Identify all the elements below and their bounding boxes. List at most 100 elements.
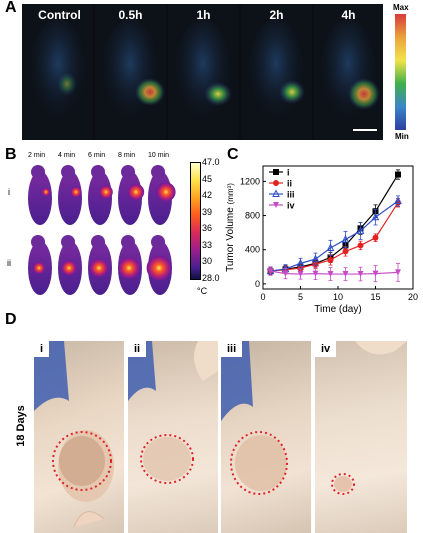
thermal-hotspot [99,185,113,199]
legend-label: i [287,168,290,178]
thermal-time-6min: 6 min [88,152,106,159]
x-tick-label: 5 [298,292,303,302]
thermal-mouse-head [61,235,75,249]
legend-label: ii [287,179,292,189]
photo-label-iv: iv [315,341,337,357]
panel-label-d: D [5,311,17,328]
panel-label-c: C [227,146,239,163]
mouse-photo-ii: ii [128,341,218,533]
time-label-control: Control [38,8,81,22]
data-point [342,248,349,255]
thermal-mouse-head [151,165,165,179]
data-point [272,189,280,197]
thermal-hotspot [61,260,77,276]
colorbar-b-tick: 47.0 [202,157,220,167]
data-point [326,243,335,251]
data-point [273,169,279,175]
data-point [312,270,319,277]
colorbar-b-tick: 39 [202,206,213,217]
thermal-hotspot [118,257,140,279]
time-label-0-5h: 0.5h [118,8,143,22]
data-point [273,180,279,186]
thermal-row-label-i: i [8,187,10,197]
colorbar-b-tick: 42 [202,190,213,201]
thermal-hotspot [70,186,82,198]
colorbar-a-min-label: Min [395,132,409,141]
data-point [327,256,334,263]
colorbar-a [395,14,406,130]
tumor-volume-chart: 0 5 10 15 20 0 400 800 1200 Time (day) Tumor Volum… [225,165,418,315]
data-point [395,269,401,276]
colorbar-b [190,162,201,280]
thermal-mouse-head [31,165,45,179]
panel-label-b: B [5,146,17,163]
thermal-mouse-head [61,165,75,179]
legend-label: iii [287,190,295,200]
series-line-iv [270,270,399,275]
data-point [342,271,349,278]
data-point [296,258,305,267]
time-label-1h: 1h [196,8,211,22]
thermal-mouse-body [28,171,52,225]
thermal-mouse-head [91,235,105,249]
thermal-mouse-head [31,235,45,249]
x-tick-label: 10 [333,292,343,302]
time-label-2h: 2h [269,8,284,22]
data-point [297,271,304,278]
series-line-iii [270,200,399,272]
thermal-hotspot [156,182,176,202]
data-point [395,171,401,178]
data-point [394,196,402,205]
thermal-mouse-body [88,171,112,225]
colorbar-b-tick: 33 [202,239,213,250]
series-line-ii [270,202,399,272]
colorbar-b-tick: 45 [202,173,213,184]
y-tick-label: 0 [255,279,260,289]
mouse-photo-iii: iii [221,341,311,533]
colorbar-b-tick: 36 [202,223,213,234]
thermal-hotspot [33,262,45,274]
colorbar-b-tick: 28.0 [202,273,220,283]
data-point [371,212,380,221]
photo-label-ii: ii [128,341,147,357]
y-tick-label: 1200 [240,176,260,186]
mouse-photo-iv: iv [315,341,407,533]
data-point [267,268,274,275]
data-point [327,271,334,278]
data-point [372,234,379,241]
data-point [341,234,350,243]
fluorescence-image-strip: Control 0.5h 1h 2h 4h [22,4,383,140]
y-axis-label: Tumor Volume (mm³) [225,183,236,272]
thermal-hotspot [89,258,109,278]
thermal-image-grid: 2 min 4 min 6 min 8 min 10 min i ii [7,152,184,300]
fluorescence-images [22,4,383,140]
photo-label-i: i [34,341,50,357]
photo-label-iii: iii [221,341,243,357]
thermal-mouse-head [91,165,105,179]
x-tick-label: 15 [370,292,380,302]
mouse-photo-i: i [34,341,124,533]
y-tick-label: 800 [245,211,260,221]
x-tick-label: 0 [260,292,265,302]
data-point [372,270,379,277]
colorbar-b-tick: 30 [202,256,213,267]
data-point [311,254,320,263]
colorbar-a-max-label: Max [393,3,409,12]
thermal-hotspot [127,183,145,201]
thermal-time-10min: 10 min [148,152,170,159]
data-point [282,270,289,277]
data-point [357,271,364,278]
thermal-hotspot [42,188,50,196]
colorbar-b-ticks: 47.0 45 42 39 36 33 30 28.0 [202,157,232,287]
thermal-time-8min: 8 min [118,152,136,159]
legend-label: iv [287,201,295,211]
thermal-mouse-head [121,235,135,249]
thermal-mouse-body [58,171,82,225]
data-point [356,226,365,234]
thermal-mouse-head [121,165,135,179]
photo-side-label: 18 Days [15,405,27,447]
thermal-row-label-ii: ii [7,258,11,268]
time-label-4h: 4h [341,8,356,22]
thermal-time-4min: 4 min [58,152,76,159]
data-point [273,202,279,208]
